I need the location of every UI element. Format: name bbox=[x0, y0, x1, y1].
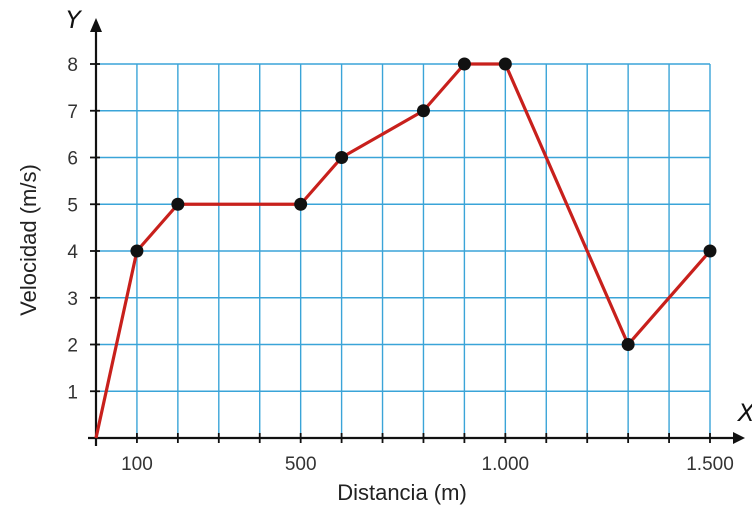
y-tick-label: 7 bbox=[67, 102, 78, 123]
data-point bbox=[335, 151, 349, 164]
y-tick-label: 2 bbox=[67, 336, 78, 357]
y-tick-label: 8 bbox=[67, 55, 78, 76]
series-line bbox=[94, 62, 712, 439]
x-tick-label: 100 bbox=[121, 454, 153, 475]
y-tick-label: 1 bbox=[67, 382, 78, 403]
y-axis-title: Velocidad (m/s) bbox=[16, 164, 41, 316]
x-tick-labels: 100 500 1.000 1.500 bbox=[121, 454, 734, 475]
data-point bbox=[130, 244, 144, 258]
x-axis-letter: X bbox=[736, 399, 752, 427]
x-tick-label: 1.500 bbox=[686, 454, 734, 475]
x-tick-label: 1.000 bbox=[482, 454, 530, 475]
y-tick-label: 3 bbox=[67, 289, 78, 310]
y-tick-label: 6 bbox=[67, 149, 78, 170]
y-tick-label: 4 bbox=[67, 242, 78, 263]
x-axis-arrow bbox=[733, 432, 745, 444]
x-tick-label: 500 bbox=[285, 454, 317, 475]
axes bbox=[88, 18, 745, 446]
y-tick-labels: 1 2 3 4 5 6 7 8 bbox=[67, 55, 78, 403]
data-point bbox=[171, 197, 185, 211]
data-point bbox=[457, 57, 471, 71]
data-point bbox=[498, 57, 512, 71]
data-point bbox=[294, 197, 308, 211]
data-markers bbox=[130, 57, 717, 351]
y-tick-label: 5 bbox=[67, 195, 78, 216]
data-point bbox=[416, 104, 430, 118]
data-point bbox=[621, 338, 635, 351]
x-axis-title: Distancia (m) bbox=[337, 480, 467, 505]
y-axis-arrow bbox=[90, 18, 102, 32]
y-axis-letter: Y bbox=[66, 6, 83, 34]
x-tick-marks bbox=[136, 433, 711, 443]
data-point bbox=[703, 244, 717, 258]
grid bbox=[96, 63, 711, 438]
y-tick-marks bbox=[90, 63, 100, 393]
